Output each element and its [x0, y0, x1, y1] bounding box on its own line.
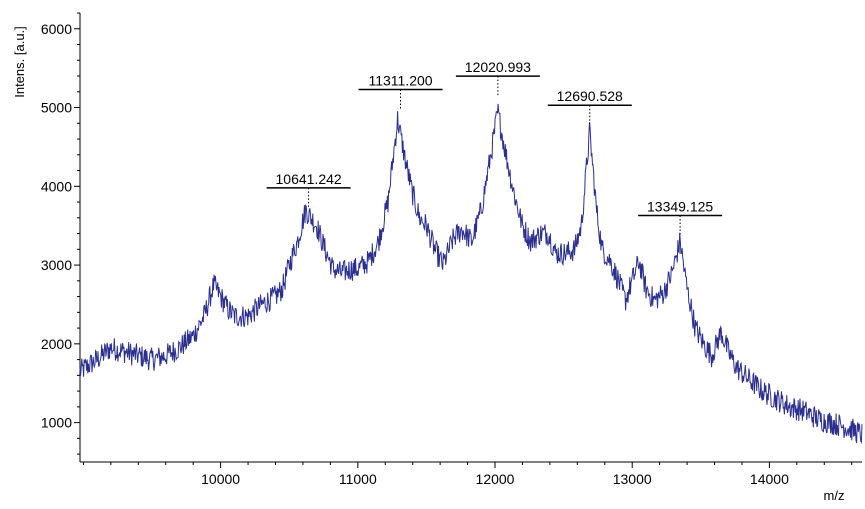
x-tick-label: 10000 [201, 471, 240, 487]
axis-ticks [74, 12, 853, 468]
y-tick-label: 2000 [41, 336, 72, 352]
peak-label: 11311.200 [368, 72, 432, 88]
peak-annotation: 12020.993 [455, 59, 540, 97]
x-tick-label: 14000 [750, 471, 789, 487]
peak-label: 12690.528 [557, 88, 623, 104]
peak-label: 13349.125 [647, 199, 713, 215]
peak-label: 10641.242 [276, 171, 342, 187]
spectrum-line [79, 103, 863, 445]
peak-annotation: 12690.528 [547, 88, 632, 126]
peak-annotations: 10641.242 11311.200 12020.993 12690.528 1334… [266, 59, 723, 236]
y-axis-title: Intens. [a.u.] [12, 26, 27, 98]
y-tick-label: 6000 [41, 21, 72, 37]
peak-annotation: 11311.200 [358, 72, 443, 110]
y-tick-label: 1000 [41, 415, 72, 431]
y-tick-label: 4000 [41, 178, 72, 194]
x-axis-title: m/z [824, 488, 845, 503]
tick-labels: 1000 2000 3000 4000 5000 6000 10000 11000 12000 1… [41, 21, 789, 487]
x-tick-label: 12000 [476, 471, 515, 487]
x-tick-label: 13000 [613, 471, 652, 487]
peak-annotation: 13349.125 [638, 199, 723, 236]
peak-annotation: 10641.242 [266, 171, 351, 208]
plot-frame [79, 13, 862, 463]
series-group [79, 103, 863, 445]
y-tick-label: 3000 [41, 257, 72, 273]
peak-label: 12020.993 [465, 59, 531, 75]
y-tick-label: 5000 [41, 100, 72, 116]
x-tick-label: 11000 [339, 471, 377, 487]
